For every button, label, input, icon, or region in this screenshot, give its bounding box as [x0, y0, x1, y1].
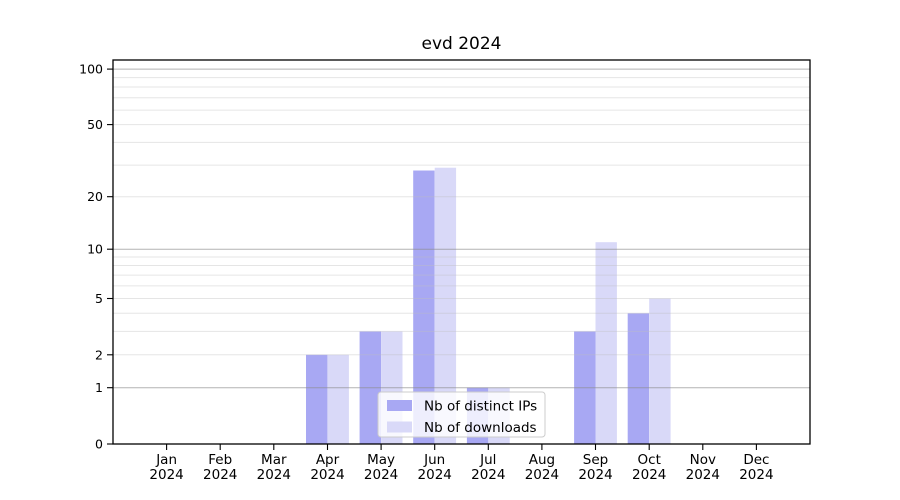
x-tick-label-month: Mar: [261, 452, 287, 468]
y-tick-label: 2: [95, 347, 103, 362]
x-tick-label-month: Jun: [423, 452, 445, 468]
x-tick-label-year: 2024: [525, 467, 559, 483]
legend-box: [377, 391, 546, 438]
x-tick-label-year: 2024: [310, 467, 344, 483]
x-tick-label-year: 2024: [203, 467, 237, 483]
x-tick-label-month: Jan: [155, 452, 177, 468]
x-tick-label-year: 2024: [149, 467, 183, 483]
bar-distinct-ips-jun: [413, 170, 435, 444]
x-tick-label-year: 2024: [739, 467, 773, 483]
bar-distinct-ips-oct: [627, 313, 650, 444]
x-tick-label-month: Aug: [529, 452, 555, 468]
x-tick-label-year: 2024: [578, 467, 612, 483]
bar-distinct-ips-apr: [306, 354, 328, 444]
x-tick-label-month: Jul: [479, 452, 496, 468]
y-tick-label: 10: [87, 242, 103, 257]
y-tick-label: 100: [79, 62, 103, 77]
x-tick-label-month: Dec: [743, 452, 769, 468]
x-tick-label-year: 2024: [471, 467, 505, 483]
chart-title: evd 2024: [421, 34, 502, 54]
x-tick-label-month: Feb: [208, 452, 232, 468]
bar-downloads-jun: [434, 167, 457, 444]
bar-downloads-oct: [649, 298, 671, 444]
bar-downloads-apr: [327, 354, 349, 444]
x-tick-label-month: Oct: [638, 452, 661, 468]
x-tick-label-month: Nov: [690, 452, 716, 468]
plot-border: [112, 59, 811, 445]
legend-label-distinct-ips: Nb of distinct IPs: [424, 398, 537, 414]
x-tick-label-month: Sep: [583, 452, 608, 468]
x-tick-label-year: 2024: [364, 467, 398, 483]
x-tick-label-year: 2024: [632, 467, 666, 483]
x-tick-label-month: Apr: [316, 452, 340, 468]
x-tick-label-month: May: [367, 452, 395, 468]
legend-swatch-downloads: [387, 421, 412, 433]
bar-downloads-sep: [595, 242, 617, 444]
x-tick-label-year: 2024: [686, 467, 720, 483]
y-tick-label: 0: [95, 437, 103, 452]
legend-swatch-distinct-ips: [387, 400, 412, 411]
y-tick-label: 50: [87, 117, 103, 132]
y-tick-label: 1: [95, 380, 103, 395]
y-tick-label: 5: [95, 291, 103, 306]
x-tick-label-year: 2024: [418, 467, 452, 483]
legend-label-downloads: Nb of downloads: [424, 420, 537, 436]
y-tick-label: 20: [87, 189, 103, 204]
x-tick-label-year: 2024: [257, 467, 291, 483]
